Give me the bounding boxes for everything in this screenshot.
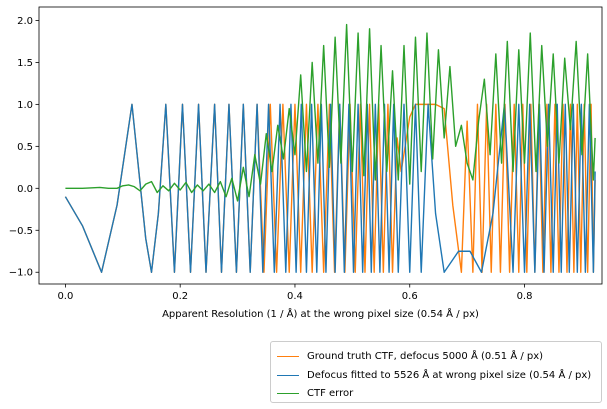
- y-tick-label: −0.5: [9, 226, 33, 237]
- y-axis: −1.0 −0.5 0.0 0.5 1.0 1.5 2.0: [9, 16, 39, 279]
- series-line-2: [65, 23, 596, 202]
- y-tick-label: 2.0: [17, 16, 33, 27]
- y-tick-label: 1.0: [17, 100, 33, 111]
- axes-frame: [38, 6, 603, 285]
- legend: Ground truth CTF, defocus 5000 Å (0.51 Å…: [270, 341, 602, 403]
- x-axis-label: Apparent Resolution (1 / Å) at the wrong…: [162, 307, 479, 320]
- x-tick-label: 0.2: [172, 291, 188, 302]
- legend-item-fitted-defocus: Defocus fitted to 5526 Å at wrong pixel …: [277, 367, 591, 383]
- legend-swatch-green: [277, 392, 299, 394]
- y-tick-label: 0.5: [17, 142, 33, 153]
- legend-swatch-orange: [277, 355, 299, 357]
- x-tick-label: 0.4: [287, 291, 303, 302]
- series-line-1: [64, 103, 596, 273]
- legend-label: Ground truth CTF, defocus 5000 Å (0.51 Å…: [307, 350, 544, 362]
- legend-item-ctf-error: CTF error: [277, 385, 353, 401]
- x-axis: 0.0 0.2 0.4 0.6 0.8: [57, 284, 532, 302]
- y-tick-label: 1.5: [17, 58, 33, 69]
- legend-label: CTF error: [307, 387, 354, 399]
- legend-label: Defocus fitted to 5526 Å at wrong pixel …: [307, 369, 592, 381]
- x-tick-label: 0.0: [57, 291, 73, 302]
- legend-swatch-blue: [277, 374, 299, 376]
- x-tick-label: 0.6: [402, 291, 418, 302]
- y-tick-label: 0.0: [17, 184, 33, 195]
- legend-item-ground-truth: Ground truth CTF, defocus 5000 Å (0.51 Å…: [277, 348, 543, 364]
- series-layer: [64, 23, 596, 273]
- x-tick-label: 0.8: [517, 291, 533, 302]
- y-tick-label: −1.0: [9, 268, 33, 279]
